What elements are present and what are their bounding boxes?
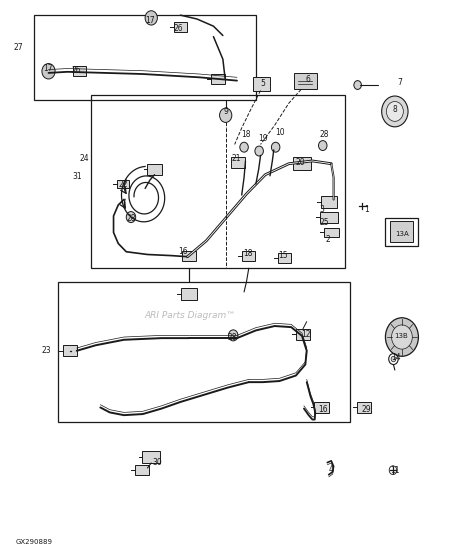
Text: 20: 20 xyxy=(296,158,305,166)
Bar xyxy=(174,22,187,32)
Circle shape xyxy=(255,146,264,156)
Text: 18: 18 xyxy=(243,249,253,258)
Circle shape xyxy=(240,142,248,152)
Text: 2: 2 xyxy=(325,234,330,243)
Bar xyxy=(63,345,77,356)
Bar xyxy=(390,222,413,242)
Bar xyxy=(91,95,346,268)
Text: 12: 12 xyxy=(301,330,311,339)
Text: 7: 7 xyxy=(397,78,402,87)
Circle shape xyxy=(319,140,327,150)
Text: 29: 29 xyxy=(362,405,372,414)
Bar xyxy=(231,156,246,168)
Bar xyxy=(320,196,337,208)
Text: 16: 16 xyxy=(178,247,188,256)
Circle shape xyxy=(391,356,396,362)
Bar xyxy=(147,164,162,175)
Bar xyxy=(73,66,86,76)
Circle shape xyxy=(272,142,280,152)
Bar xyxy=(211,74,225,84)
Bar xyxy=(142,451,160,463)
Bar xyxy=(296,329,310,340)
Text: 22: 22 xyxy=(118,180,128,189)
Text: 21: 21 xyxy=(231,154,241,163)
Text: 13B: 13B xyxy=(394,333,408,339)
Text: 27: 27 xyxy=(13,43,23,52)
Bar xyxy=(181,288,197,300)
Text: 26: 26 xyxy=(71,66,81,75)
Text: 24: 24 xyxy=(79,154,89,163)
Bar xyxy=(357,402,371,413)
Circle shape xyxy=(386,102,403,121)
Circle shape xyxy=(382,96,408,127)
Text: 14: 14 xyxy=(392,353,401,362)
Text: 5: 5 xyxy=(261,80,265,88)
Circle shape xyxy=(42,64,55,79)
Circle shape xyxy=(392,325,412,349)
Text: 16: 16 xyxy=(318,405,328,414)
Text: 26: 26 xyxy=(173,24,183,33)
Bar xyxy=(385,218,419,246)
Circle shape xyxy=(219,108,232,122)
Bar xyxy=(253,77,271,91)
Text: GX290889: GX290889 xyxy=(16,539,53,545)
Text: 18: 18 xyxy=(242,130,251,139)
Text: 28: 28 xyxy=(228,332,237,342)
Text: 4: 4 xyxy=(329,465,334,473)
Bar xyxy=(242,251,255,261)
Bar xyxy=(277,253,291,263)
Circle shape xyxy=(228,330,238,341)
Text: 25: 25 xyxy=(319,218,329,227)
Circle shape xyxy=(385,318,419,356)
Bar xyxy=(117,180,129,189)
Text: 19: 19 xyxy=(259,134,268,143)
Circle shape xyxy=(145,11,157,25)
Bar xyxy=(135,465,149,475)
Text: 31: 31 xyxy=(72,172,82,181)
Text: 17: 17 xyxy=(145,15,155,24)
Circle shape xyxy=(126,212,136,222)
Text: 30: 30 xyxy=(152,458,162,467)
Bar xyxy=(58,282,350,422)
Text: 15: 15 xyxy=(278,251,288,260)
Bar xyxy=(182,251,196,261)
Text: 13A: 13A xyxy=(395,231,409,237)
Text: 10: 10 xyxy=(275,128,285,137)
Text: 23: 23 xyxy=(42,346,52,355)
Text: 11: 11 xyxy=(390,466,400,474)
Text: 17: 17 xyxy=(43,64,53,73)
Bar xyxy=(324,227,339,237)
Text: 28: 28 xyxy=(319,130,329,139)
Text: 1: 1 xyxy=(364,205,369,214)
Bar xyxy=(35,15,256,101)
Text: 6: 6 xyxy=(305,75,310,84)
Text: 3: 3 xyxy=(319,205,324,214)
Bar xyxy=(293,73,317,90)
Bar xyxy=(292,156,311,170)
Circle shape xyxy=(354,81,361,90)
Text: ARI Parts Diagram™: ARI Parts Diagram™ xyxy=(144,311,236,320)
Text: 9: 9 xyxy=(223,107,228,116)
Bar xyxy=(314,402,329,413)
Text: 28: 28 xyxy=(126,213,136,223)
Text: 8: 8 xyxy=(392,105,397,114)
Bar xyxy=(320,212,338,222)
